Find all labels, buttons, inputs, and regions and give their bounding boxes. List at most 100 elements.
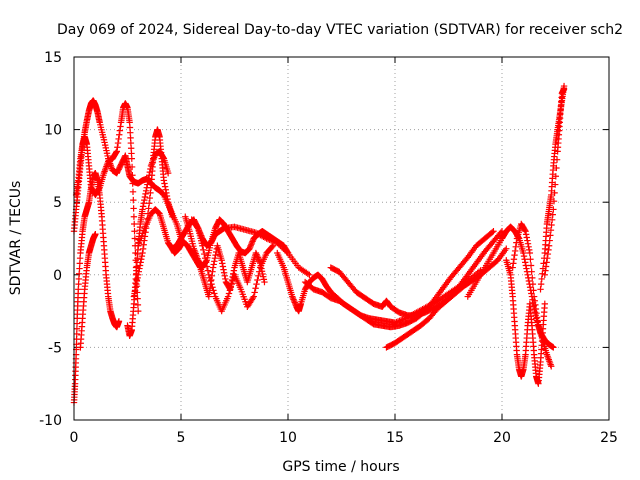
data-point xyxy=(511,247,519,255)
data-point xyxy=(551,181,559,188)
data-point xyxy=(211,255,219,262)
data-point xyxy=(211,290,218,297)
data-point xyxy=(525,243,532,250)
data-point xyxy=(219,260,226,267)
data-point xyxy=(255,255,262,263)
data-point xyxy=(284,249,292,257)
data-point xyxy=(164,195,171,203)
series-trace-13 xyxy=(327,228,506,319)
data-point xyxy=(141,196,148,204)
data-point xyxy=(512,243,519,250)
data-point xyxy=(205,271,213,278)
data-point xyxy=(159,190,166,197)
data-point xyxy=(289,293,296,300)
data-point xyxy=(546,237,553,244)
data-point xyxy=(160,177,168,184)
data-point xyxy=(147,189,154,197)
data-point xyxy=(139,203,147,210)
data-point xyxy=(113,148,120,155)
data-point xyxy=(552,173,560,180)
data-point xyxy=(142,187,150,194)
series-trace-10 xyxy=(188,216,277,315)
data-point xyxy=(95,185,103,192)
data-point xyxy=(255,257,263,264)
data-point xyxy=(290,296,297,303)
data-point xyxy=(531,308,539,316)
data-point xyxy=(136,265,143,272)
data-point xyxy=(115,135,122,143)
data-point xyxy=(228,280,235,288)
data-point xyxy=(199,242,206,249)
data-point xyxy=(222,275,229,283)
data-point xyxy=(526,249,534,257)
data-point xyxy=(247,242,254,249)
data-point xyxy=(550,206,557,213)
y-tick-label: 0 xyxy=(53,268,62,284)
data-point xyxy=(545,246,552,254)
data-point xyxy=(138,256,145,263)
data-point xyxy=(211,258,218,265)
data-point xyxy=(544,255,551,262)
data-point xyxy=(140,241,147,248)
data-point xyxy=(133,277,141,285)
data-point xyxy=(227,284,235,291)
data-point xyxy=(553,164,560,172)
data-point xyxy=(249,238,256,245)
data-point xyxy=(249,294,257,302)
data-point xyxy=(545,242,553,249)
x-tick-label: 0 xyxy=(70,430,79,446)
series-trace-9 xyxy=(182,213,292,271)
axis-ticks xyxy=(73,56,610,421)
data-point xyxy=(137,259,144,266)
data-point xyxy=(548,221,555,229)
x-tick-label: 15 xyxy=(386,430,404,446)
data-point xyxy=(131,228,138,235)
data-point xyxy=(548,216,556,224)
data-point xyxy=(145,205,152,212)
data-point xyxy=(253,251,260,258)
data-point xyxy=(537,280,545,288)
data-point xyxy=(521,227,529,234)
data-point xyxy=(550,197,558,205)
data-point xyxy=(269,242,277,249)
data-point xyxy=(146,200,153,207)
data-point xyxy=(541,271,548,278)
data-point xyxy=(204,267,212,274)
data-point xyxy=(144,178,152,185)
x-tick-label: 25 xyxy=(600,430,618,446)
series-trace-4 xyxy=(77,230,99,351)
data-point xyxy=(306,271,313,278)
data-point xyxy=(169,213,176,220)
y-tick-labels: -10 -5 0 5 10 15 xyxy=(39,50,62,429)
data-point xyxy=(510,256,518,263)
data-point xyxy=(135,271,142,278)
data-point xyxy=(254,276,261,284)
data-point xyxy=(541,300,548,308)
data-point xyxy=(256,268,263,275)
data-point xyxy=(139,206,146,213)
data-point xyxy=(136,262,144,269)
data-point xyxy=(489,229,496,236)
data-point xyxy=(523,265,530,272)
data-point xyxy=(513,239,520,246)
data-point xyxy=(525,277,533,285)
data-point xyxy=(221,272,228,280)
data-point xyxy=(530,287,537,294)
data-point xyxy=(131,235,139,242)
data-point xyxy=(252,285,259,292)
data-point xyxy=(131,220,138,228)
x-tick-labels: 0 5 10 15 20 25 xyxy=(70,430,618,446)
data-point xyxy=(218,257,225,264)
y-tick-label: -5 xyxy=(48,340,62,356)
x-tick-label: 5 xyxy=(177,430,186,446)
data-point xyxy=(112,149,120,156)
data-point xyxy=(130,213,138,220)
data-point xyxy=(524,237,531,244)
data-point xyxy=(114,139,122,147)
series-trace-14 xyxy=(383,245,510,351)
data-point xyxy=(550,344,557,351)
data-point xyxy=(144,181,151,188)
data-point xyxy=(560,85,568,93)
data-point xyxy=(117,123,124,130)
